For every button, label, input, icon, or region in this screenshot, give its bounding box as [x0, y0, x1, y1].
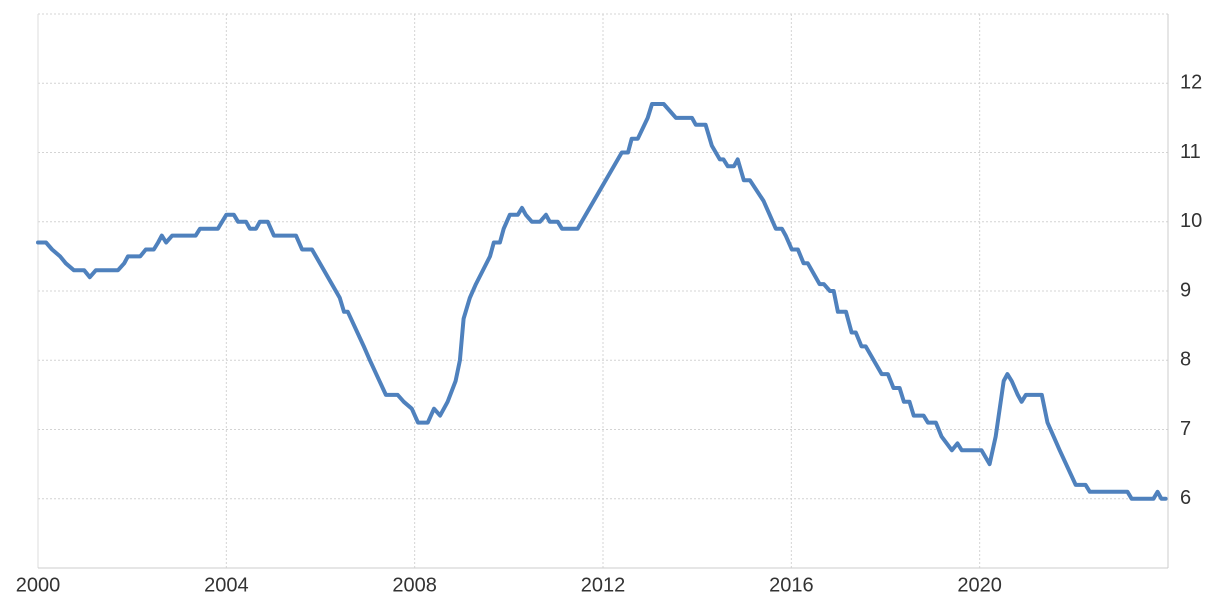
x-tick-label: 2016: [769, 574, 814, 596]
y-tick-label: 12: [1180, 72, 1202, 94]
x-tick-label: 2012: [581, 574, 626, 596]
data-line: [36, 102, 1168, 501]
y-tick-label: 7: [1180, 418, 1191, 440]
y-tick-label: 6: [1180, 487, 1191, 509]
y-tick-label: 10: [1180, 210, 1202, 232]
x-tick-label: 2008: [392, 574, 437, 596]
y-tick-label: 11: [1180, 141, 1201, 163]
y-tick-label: 8: [1180, 349, 1191, 371]
x-tick-label: 2000: [16, 574, 61, 596]
x-tick-label: 2020: [957, 574, 1002, 596]
y-tick-label: 9: [1180, 279, 1191, 301]
x-tick-label: 2004: [204, 574, 249, 596]
